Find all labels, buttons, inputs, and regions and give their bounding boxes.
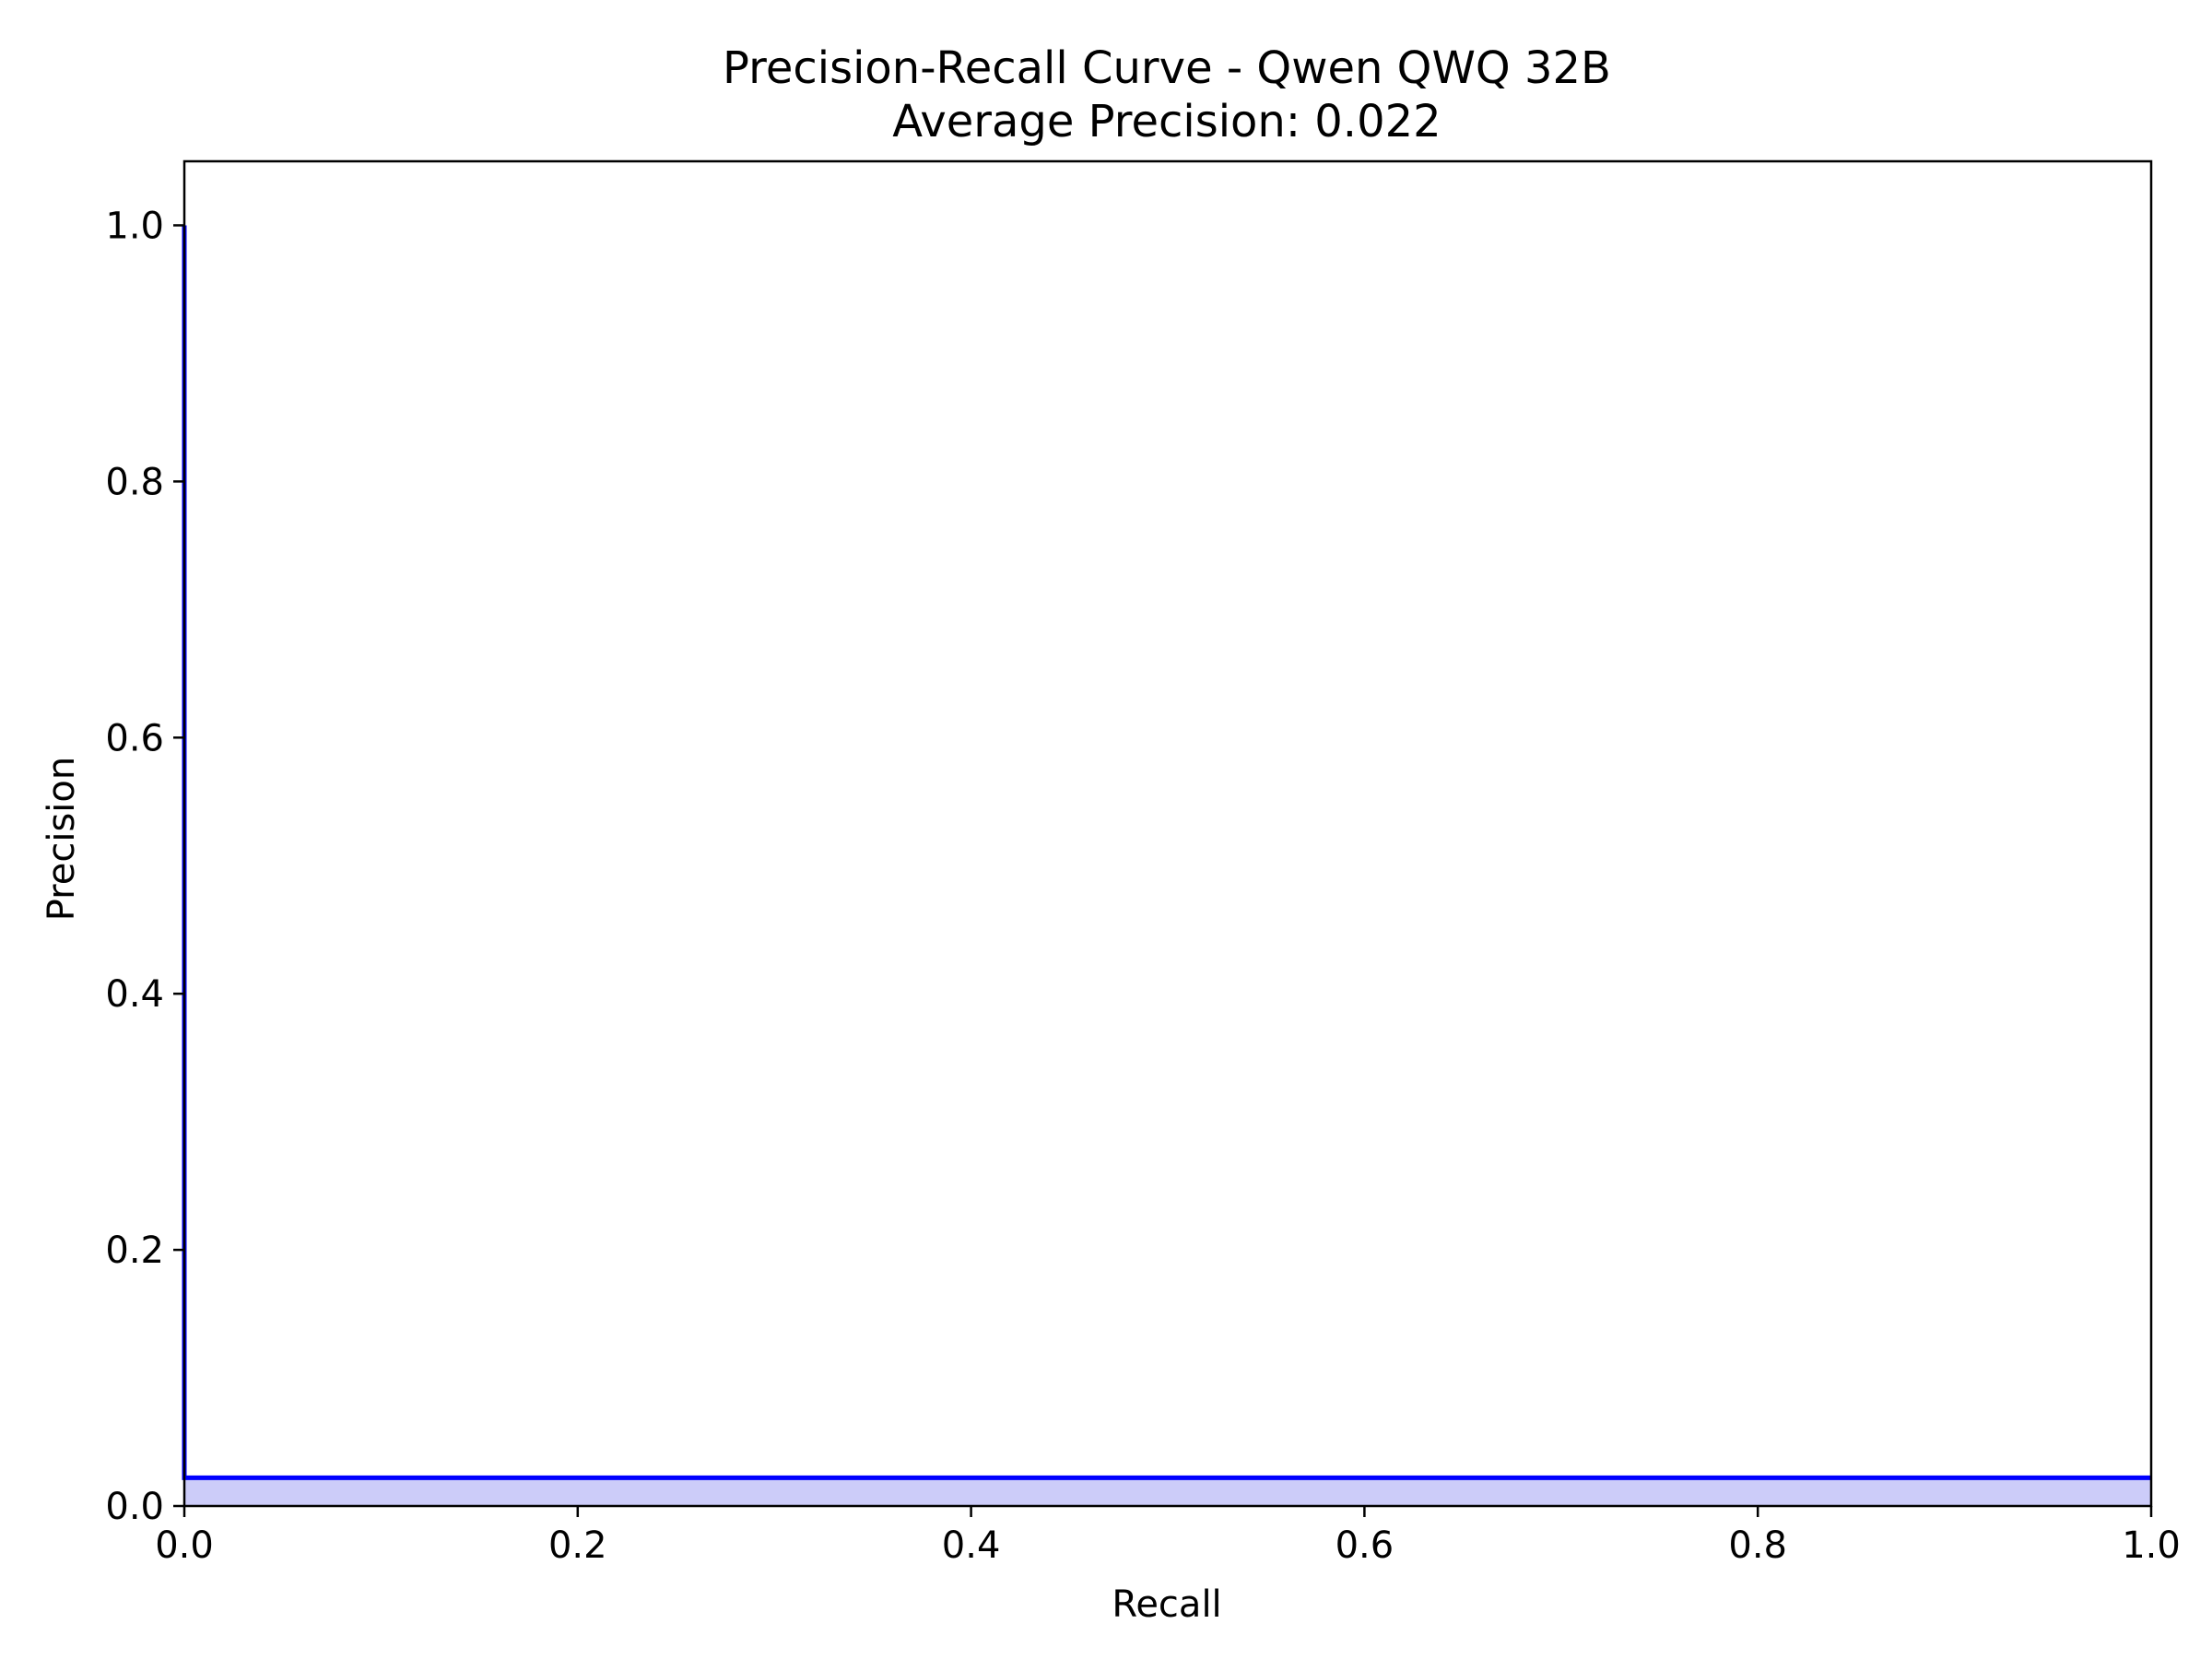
x-tick-label: 0.2 <box>548 1524 607 1567</box>
x-tick-label: 0.8 <box>1728 1524 1787 1567</box>
axes-frame <box>182 159 2153 1508</box>
x-axis-label: Recall <box>1112 1583 1221 1626</box>
y-axis-ticks: 0.0 0.2 0.4 0.6 0.8 1.0 <box>105 205 184 1528</box>
y-tick-label: 0.8 <box>105 461 164 503</box>
y-tick-label: 0.6 <box>105 717 164 759</box>
x-tick-label: 0.0 <box>155 1524 214 1567</box>
x-tick-label: 0.6 <box>1335 1524 1394 1567</box>
y-tick-label: 1.0 <box>105 205 164 247</box>
y-axis-label: Precision <box>41 757 83 921</box>
chart-subtitle: Average Precision: 0.022 <box>892 96 1441 147</box>
y-tick-label: 0.4 <box>105 973 164 1016</box>
x-axis-ticks: 0.0 0.2 0.4 0.6 0.8 1.0 <box>155 1506 2181 1567</box>
chart-title: Precision-Recall Curve - Qwen QWQ 32B <box>723 42 1611 94</box>
y-tick-label: 0.2 <box>105 1230 164 1272</box>
x-tick-label: 0.4 <box>942 1524 1001 1567</box>
x-tick-label: 1.0 <box>2122 1524 2181 1567</box>
pr-curve-fill <box>184 1477 2151 1506</box>
y-tick-label: 0.0 <box>105 1486 164 1528</box>
